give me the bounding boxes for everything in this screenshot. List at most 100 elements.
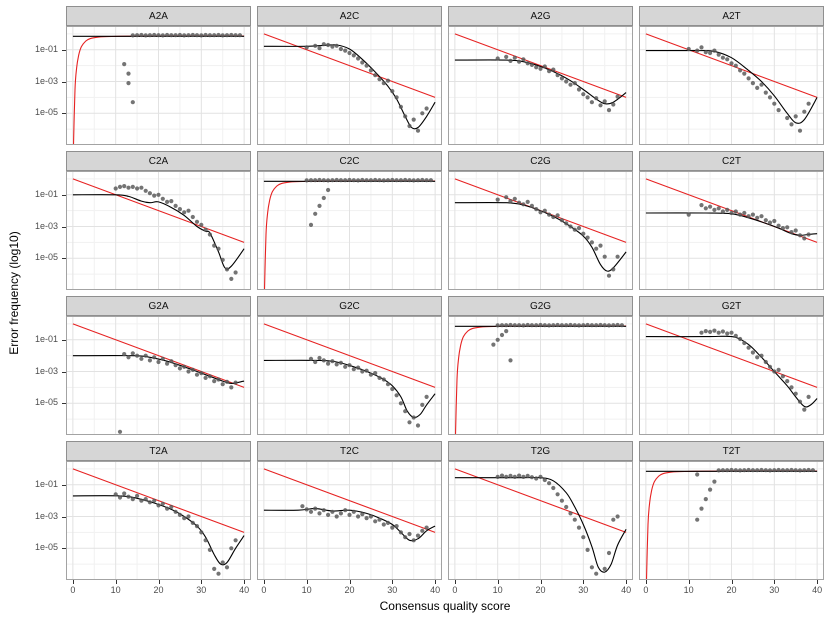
observed-point xyxy=(785,468,790,473)
y-tick-label: 1e-05 xyxy=(34,397,58,408)
observed-point xyxy=(746,76,751,81)
observed-point xyxy=(152,193,157,198)
observed-point xyxy=(793,468,798,473)
observed-point xyxy=(182,210,187,215)
facet-strip-C2T: C2T xyxy=(639,151,824,171)
observed-point xyxy=(385,178,391,183)
observed-point xyxy=(712,479,717,484)
observed-point xyxy=(729,330,734,335)
observed-point xyxy=(793,114,798,119)
observed-point xyxy=(720,55,725,60)
y-tick-mark xyxy=(62,49,66,51)
observed-point xyxy=(169,199,174,204)
observed-point xyxy=(802,407,807,412)
y-tick-mark xyxy=(62,339,66,341)
observed-point xyxy=(699,45,704,50)
observed-point xyxy=(568,224,573,229)
observed-point xyxy=(576,525,582,530)
observed-point xyxy=(117,495,123,500)
observed-point xyxy=(356,365,361,370)
observed-point xyxy=(576,323,582,328)
expected-error-line xyxy=(645,178,818,243)
observed-point xyxy=(712,207,717,212)
observed-point xyxy=(229,276,234,281)
observed-point xyxy=(330,178,335,183)
observed-point xyxy=(521,202,526,207)
observed-point xyxy=(415,533,421,538)
observed-point xyxy=(508,58,513,64)
facet-panel-C2T xyxy=(639,171,824,290)
observed-point xyxy=(381,377,386,382)
observed-point xyxy=(547,481,552,486)
observed-point xyxy=(716,330,721,335)
observed-point xyxy=(122,184,127,189)
observed-point xyxy=(598,322,603,328)
observed-point xyxy=(313,359,318,365)
observed-point xyxy=(334,514,339,519)
observed-point xyxy=(360,369,365,374)
observed-point xyxy=(703,497,708,502)
observed-point xyxy=(130,184,135,189)
observed-point xyxy=(534,207,539,212)
observed-point xyxy=(738,468,743,473)
x-tick-label: 20 xyxy=(153,585,164,595)
observed-point xyxy=(555,213,560,218)
observed-point xyxy=(542,64,547,69)
observed-point xyxy=(538,66,543,71)
observed-point xyxy=(508,473,513,478)
observed-point xyxy=(407,531,412,537)
observed-point xyxy=(772,369,777,374)
facet-panel-A2A xyxy=(66,26,251,145)
y-tick-mark xyxy=(62,258,66,260)
observed-point xyxy=(686,212,691,217)
observed-point xyxy=(606,323,612,328)
observed-point xyxy=(555,322,560,328)
facet-panel-C2C xyxy=(257,171,442,290)
facet-strip-T2A: T2A xyxy=(66,441,251,461)
fitted-error-line xyxy=(263,359,436,419)
facet-strip-A2C: A2C xyxy=(257,6,442,26)
observed-point xyxy=(512,55,517,60)
observed-point xyxy=(165,361,170,366)
observed-point xyxy=(411,538,416,543)
observed-point xyxy=(347,50,352,56)
observed-point xyxy=(725,331,730,336)
observed-point xyxy=(589,565,594,570)
observed-point xyxy=(207,33,212,38)
y-tick-label: 1e-03 xyxy=(34,220,58,231)
observed-point xyxy=(356,56,361,61)
observed-point xyxy=(568,511,573,516)
y-tick-mark xyxy=(62,403,66,405)
observed-point xyxy=(308,178,314,183)
observed-point xyxy=(585,547,590,552)
facet-strip-C2G: C2G xyxy=(448,151,633,171)
observed-point xyxy=(343,508,348,513)
observed-point xyxy=(806,101,811,106)
observed-point xyxy=(347,363,352,368)
x-tick-mark xyxy=(244,580,246,584)
observed-point xyxy=(212,379,217,384)
observed-point xyxy=(797,468,803,473)
observed-point xyxy=(508,199,513,204)
observed-point xyxy=(224,565,230,570)
observed-point xyxy=(173,363,178,368)
observed-point xyxy=(746,467,751,473)
observed-point xyxy=(542,208,547,213)
facet-label: G2T xyxy=(721,300,742,312)
observed-point xyxy=(555,73,560,78)
observed-point xyxy=(598,103,603,108)
x-tick-label: 0 xyxy=(643,585,649,595)
facet-panel-G2T xyxy=(639,316,824,435)
expected-error-line xyxy=(263,323,436,388)
observed-point xyxy=(572,517,577,522)
observed-point xyxy=(143,188,148,193)
observed-point xyxy=(343,364,348,369)
observed-point xyxy=(194,33,200,38)
observed-point xyxy=(793,391,798,396)
facet-label: A2A xyxy=(149,10,168,22)
observed-point xyxy=(551,485,556,491)
y-tick-label: 1e-05 xyxy=(34,542,58,553)
observed-point xyxy=(321,42,326,47)
x-tick-label: 10 xyxy=(492,585,503,595)
expected-error-line xyxy=(645,33,818,98)
